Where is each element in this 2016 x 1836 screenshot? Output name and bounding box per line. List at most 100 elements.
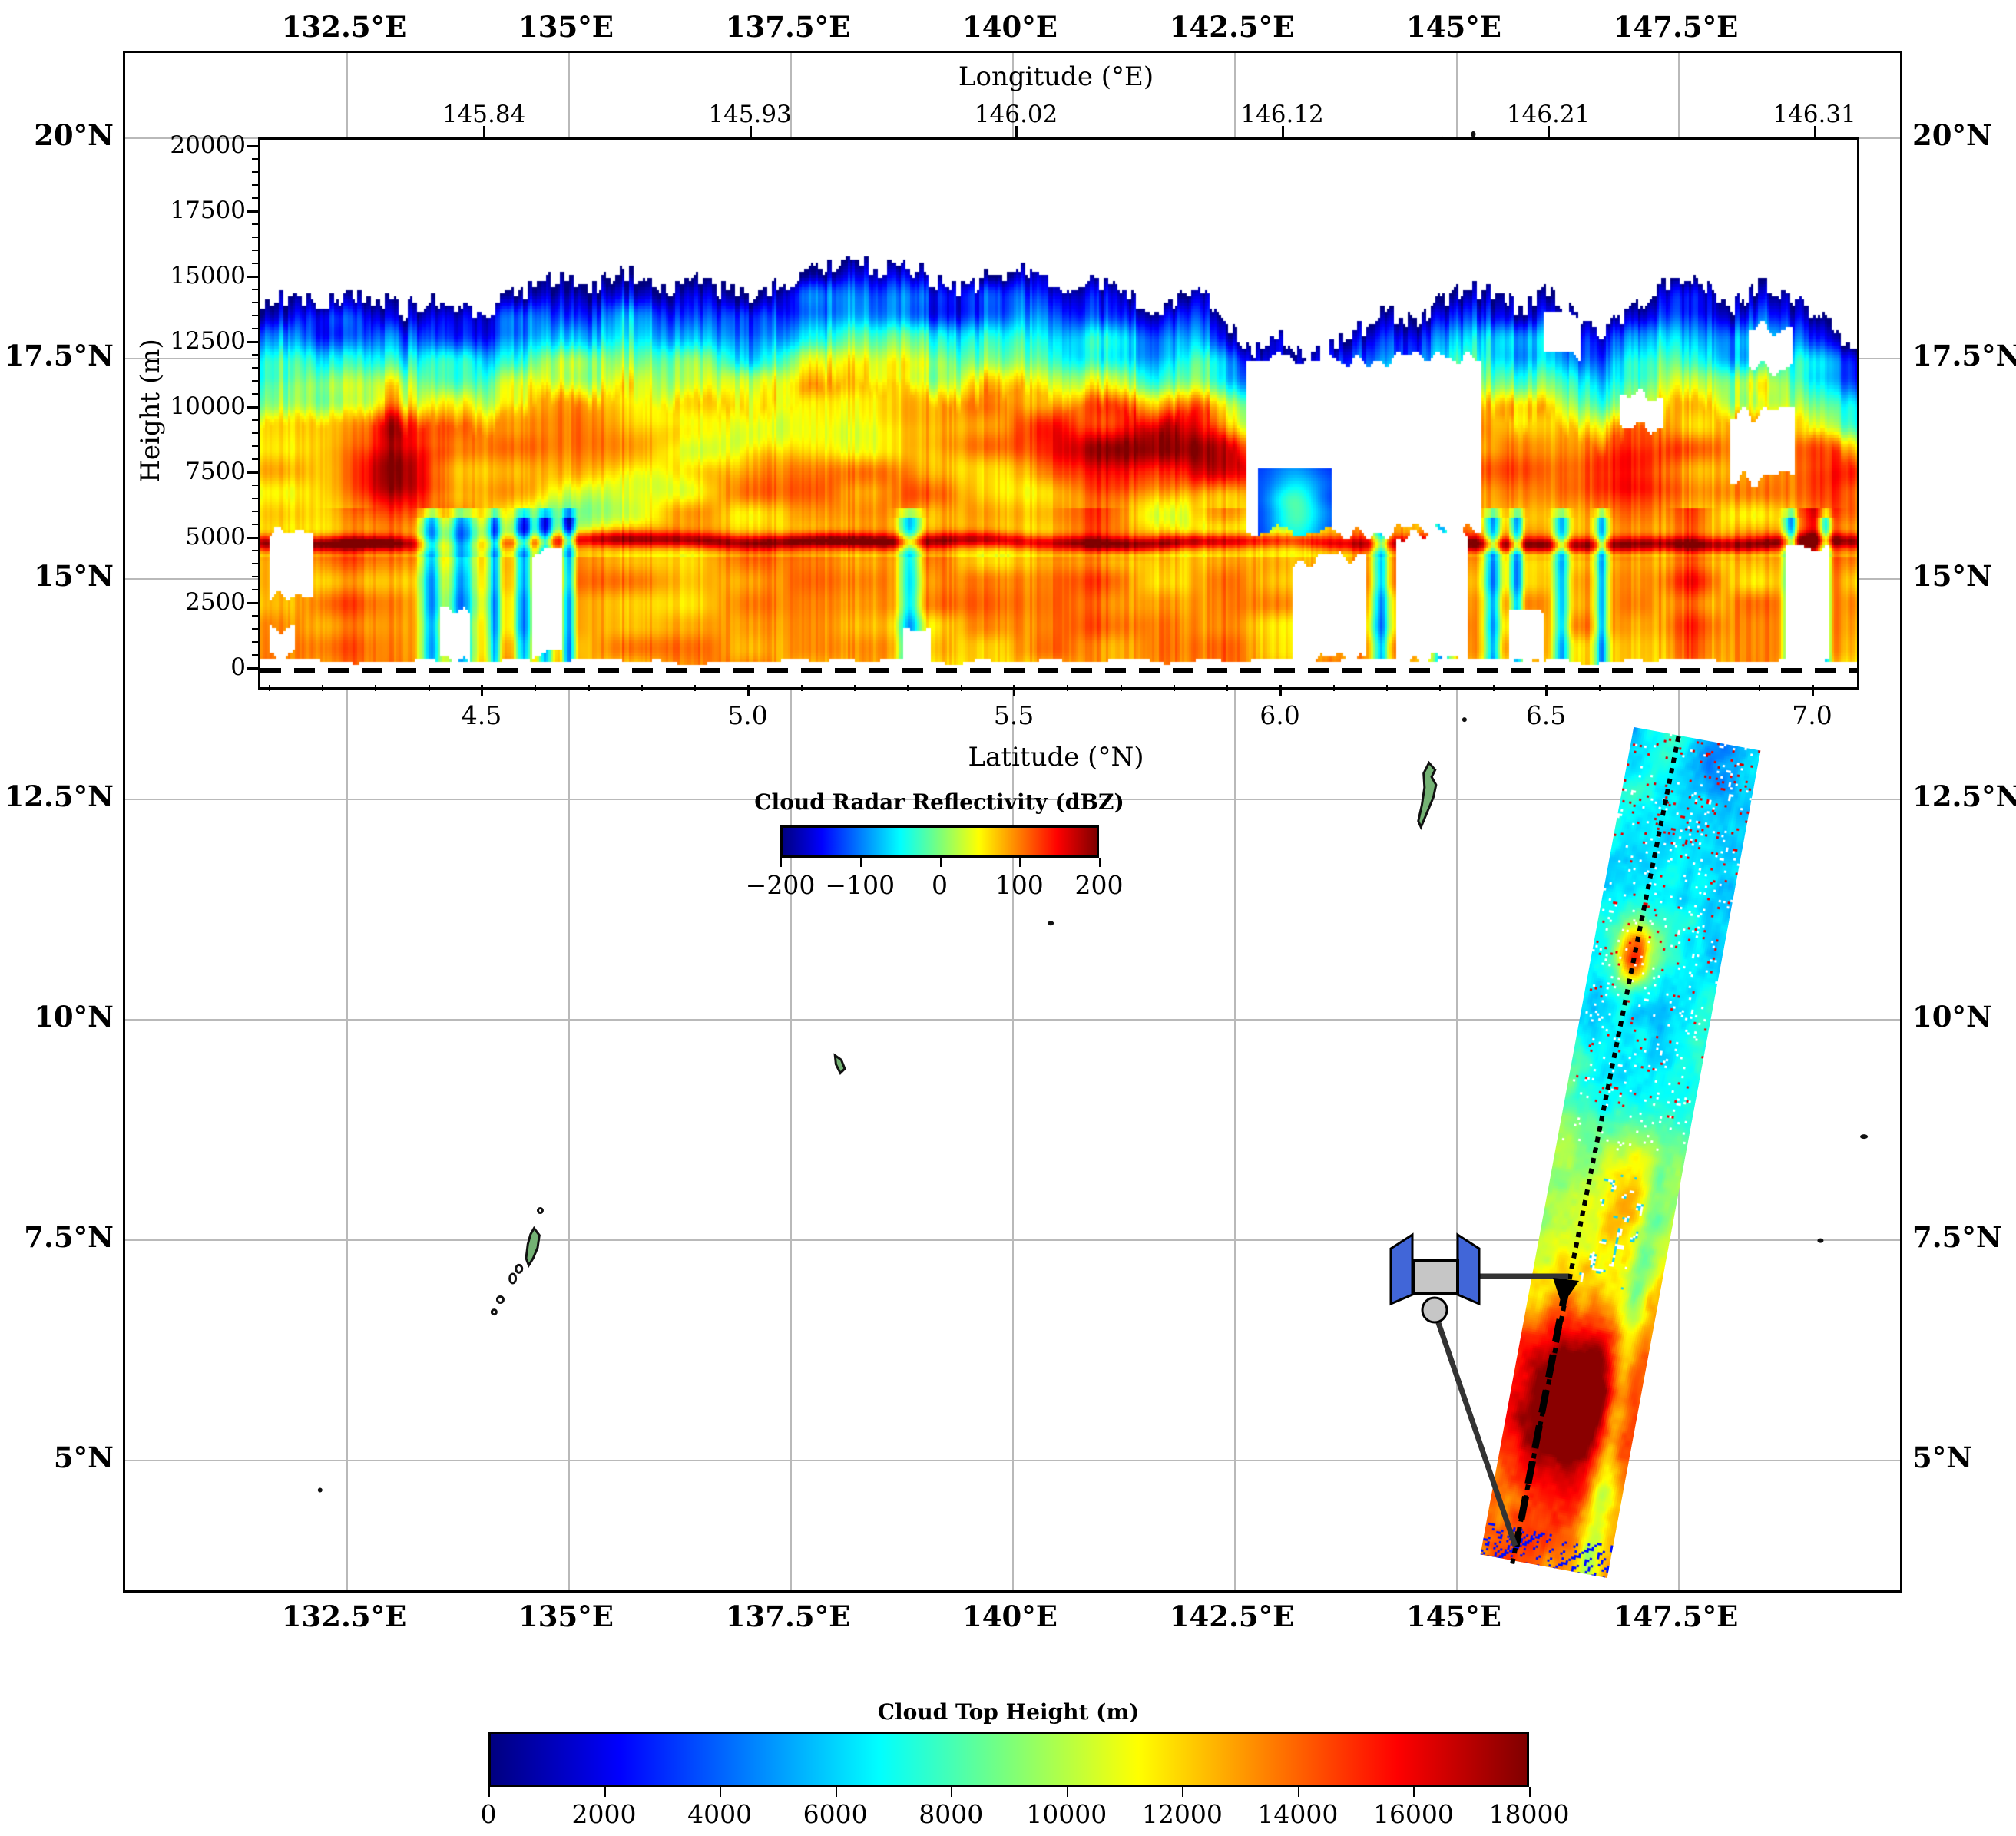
cth-cb-tickmark [1529, 1787, 1531, 1797]
inset-y-minortick [252, 237, 258, 238]
cth-cb-ticklabel: 8000 [919, 1799, 984, 1829]
satellite-antenna-icon [1421, 1296, 1448, 1324]
inset-y-minortick [252, 563, 258, 564]
map-gridline-lat [125, 1239, 1900, 1241]
inset-y-minortick [252, 485, 258, 486]
map-gridline-lon [1234, 53, 1236, 1590]
island-palau-babeldaob [525, 1226, 541, 1269]
islet-ring [515, 1263, 524, 1274]
zero-height-dashed-line [260, 668, 1857, 673]
map-lat-label-right: 15°N [1912, 559, 1992, 593]
map-lon-label-top: 137.5°E [725, 10, 851, 44]
inset-y-minortick [252, 289, 258, 290]
inset-x-minortick [1705, 685, 1707, 691]
inset-y-minortick [252, 576, 258, 577]
inset-y-ticklabel: 2500 [185, 588, 246, 616]
inset-y-minortick [252, 498, 258, 499]
cth-cb-ticklabel: 12000 [1141, 1799, 1223, 1829]
map-lat-label-right: 10°N [1912, 1000, 1992, 1034]
inset-y-minortick [252, 158, 258, 160]
satellite-body-icon [1412, 1259, 1459, 1295]
cth-cb-tickmark [488, 1787, 490, 1797]
inset-top-ticklabel: 146.31 [1773, 101, 1856, 128]
inset-top-tickmark [1813, 126, 1816, 137]
map-lon-label-bottom: 145°E [1406, 1599, 1501, 1633]
map-lat-label-left: 10°N [34, 1000, 114, 1034]
inset-top-tickmark [1015, 126, 1018, 137]
inset-x-ticklabel: 7.0 [1792, 700, 1832, 730]
cth-colorbar-title: Cloud Top Height (m) [877, 1699, 1140, 1725]
cth-cb-ticklabel: 14000 [1257, 1799, 1339, 1829]
map-lat-label-right: 5°N [1912, 1441, 1973, 1474]
map-lon-label-bottom: 132.5°E [281, 1599, 407, 1633]
map-lon-label-bottom: 147.5°E [1613, 1599, 1739, 1633]
map-lon-label-top: 132.5°E [281, 10, 407, 44]
inset-x-minortick [1386, 685, 1389, 691]
cth-cb-ticklabel: 10000 [1026, 1799, 1107, 1829]
cth-cb-tickmark [604, 1787, 606, 1797]
inset-y-minortick [252, 628, 258, 630]
inset-x-tickmark [1545, 685, 1548, 696]
cth-cb-ticklabel: 2000 [571, 1799, 637, 1829]
island-guam [1417, 760, 1438, 831]
reflectivity-cb-ticklabel: 100 [995, 870, 1044, 900]
inset-y-minortick [252, 263, 258, 264]
inset-y-tickmark [247, 602, 258, 604]
islet-ring [490, 1308, 498, 1316]
reflectivity-cb-ticklabel: 200 [1074, 870, 1124, 900]
map-gridline-lat [125, 799, 1900, 800]
cth-cb-tickmark [1413, 1787, 1415, 1797]
inset-x-ticklabel: 6.5 [1525, 700, 1567, 730]
map-lon-label-bottom: 142.5°E [1169, 1599, 1295, 1633]
cth-cb-ticklabel: 16000 [1372, 1799, 1454, 1829]
map-lat-label-left: 12.5°N [4, 779, 114, 813]
inset-y-minortick [252, 354, 258, 356]
map-lon-label-top: 145°E [1406, 10, 1501, 44]
inset-x-minortick [1173, 685, 1175, 691]
small-island-dot [1471, 131, 1476, 137]
cross-section-panel [258, 137, 1859, 690]
inset-x-minortick [1332, 685, 1335, 691]
inset-y-minortick [252, 315, 258, 316]
inset-x-minortick [268, 685, 270, 691]
inset-y-tickmark [247, 667, 258, 670]
inset-x-tickmark [1279, 685, 1282, 696]
map-lon-label-top: 142.5°E [1169, 10, 1295, 44]
inset-top-ticklabel: 146.12 [1240, 101, 1324, 128]
inset-y-tickmark [247, 341, 258, 343]
inset-x-minortick [1599, 685, 1601, 691]
reflectivity-cb-tickmark [1019, 858, 1021, 867]
map-gridline-lon [1456, 53, 1458, 1590]
inset-x-minortick [1120, 685, 1122, 691]
inset-x-minortick [960, 685, 962, 691]
inset-y-minortick [252, 589, 258, 590]
map-lat-label-left: 15°N [34, 559, 114, 593]
reflectivity-cb-tickmark [939, 858, 942, 867]
inset-x-minortick [1226, 685, 1229, 691]
map-lon-label-bottom: 140°E [962, 1599, 1058, 1633]
islet-ring [508, 1272, 518, 1285]
small-island-dot [317, 1487, 323, 1493]
inset-y-minortick [252, 171, 258, 173]
inset-top-ticklabel: 146.21 [1506, 101, 1591, 128]
inset-x-minortick [1439, 685, 1442, 691]
reflectivity-cb-ticklabel: −100 [825, 870, 895, 900]
inset-x-tickmark [1013, 685, 1016, 696]
map-gridline-lon [568, 53, 570, 1590]
islet-ring [536, 1207, 544, 1215]
inset-y-minortick [252, 393, 258, 395]
inset-top-tickmark [1548, 126, 1551, 137]
inset-x-minortick [641, 685, 643, 691]
small-island-dot [1048, 921, 1054, 926]
satellite-icon [1389, 1232, 1481, 1324]
inset-top-ticklabel: 145.84 [442, 101, 526, 128]
inset-top-ticklabel: 146.02 [974, 101, 1058, 128]
radar-beam-dashed-line [1512, 1283, 1571, 1547]
map-lat-label-left: 5°N [53, 1441, 114, 1474]
inset-top-tickmark [1281, 126, 1284, 137]
inset-x-minortick [322, 685, 324, 691]
map-gridline-lon [346, 53, 348, 1590]
reflectivity-cb-ticklabel: −200 [745, 870, 816, 900]
